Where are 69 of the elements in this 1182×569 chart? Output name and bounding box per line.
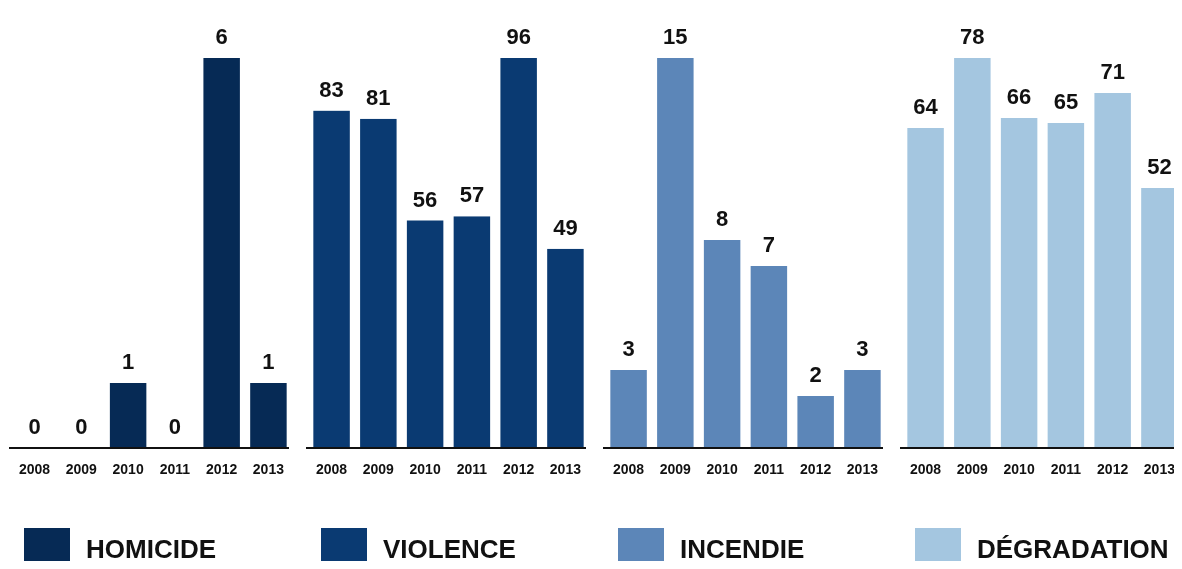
data-label: 2: [809, 362, 822, 387]
bar: [406, 220, 444, 448]
bar: [360, 118, 397, 448]
data-label: 65: [1053, 89, 1079, 114]
x-tick-label: 2012: [503, 461, 535, 477]
bar: [657, 58, 694, 448]
bar: [313, 110, 350, 448]
data-label: 8: [715, 206, 729, 231]
x-tick-label: 2008: [910, 461, 942, 477]
data-label: 49: [553, 214, 578, 240]
data-label: 3: [622, 336, 635, 361]
data-label: 52: [1147, 154, 1172, 179]
data-label: 15: [663, 24, 688, 49]
x-tick-label: 2010: [1003, 461, 1035, 477]
data-label: 71: [1100, 59, 1125, 84]
data-label: 64: [913, 94, 939, 119]
x-tick-label: 2012: [206, 461, 238, 477]
x-tick-label: 2011: [1050, 461, 1082, 477]
bar: [500, 58, 537, 448]
data-label: 3: [856, 336, 869, 361]
data-label: 83: [319, 76, 344, 102]
data-label: 56: [412, 186, 438, 212]
bar: [844, 370, 881, 448]
data-label: 57: [459, 182, 485, 208]
data-label: 1: [121, 349, 135, 374]
x-tick-label: 2012: [800, 461, 832, 477]
legend-label: INCENDIE: [680, 534, 805, 564]
x-tick-label: 2009: [65, 461, 98, 477]
x-tick-label: 2008: [19, 461, 51, 477]
x-tick-label: 2010: [409, 461, 441, 477]
x-tick-label: 2013: [846, 461, 879, 477]
x-tick-label: 2011: [753, 461, 785, 477]
data-label: 66: [1006, 84, 1032, 109]
bar: [547, 248, 584, 448]
data-label: 81: [366, 84, 391, 110]
x-tick-label: 2010: [112, 461, 144, 477]
bar: [703, 240, 741, 448]
x-tick-label: 2008: [316, 461, 348, 477]
x-tick-label: 2013: [1143, 461, 1176, 477]
x-tick-label: 2013: [549, 461, 582, 477]
x-tick-label: 2011: [456, 461, 488, 477]
legend-label: HOMICIDE: [86, 534, 216, 564]
x-tick-label: 2009: [362, 461, 395, 477]
data-label: 78: [960, 24, 985, 49]
legend-label: VIOLENCE: [383, 534, 516, 564]
data-label: 7: [762, 232, 776, 257]
bar: [1000, 118, 1038, 448]
bar: [750, 266, 788, 448]
x-tick-label: 2009: [956, 461, 989, 477]
bar: [907, 128, 944, 448]
bar: [610, 370, 647, 448]
x-tick-label: 2010: [706, 461, 738, 477]
x-tick-label: 2008: [613, 461, 645, 477]
x-tick-label: 2012: [1097, 461, 1129, 477]
data-label: 96: [506, 24, 531, 49]
data-label: 6: [215, 24, 228, 49]
x-tick-label: 2009: [659, 461, 692, 477]
legend-label: DÉGRADATION: [977, 534, 1169, 564]
data-label: 1: [262, 349, 275, 374]
data-label: 0: [168, 414, 182, 439]
bar: [1094, 93, 1131, 448]
bar: [1047, 123, 1085, 448]
bar: [797, 396, 834, 448]
x-tick-label: 2013: [252, 461, 285, 477]
bar: [453, 216, 491, 448]
x-tick-label: 2011: [159, 461, 191, 477]
data-label: 0: [28, 414, 41, 439]
bar: [954, 58, 991, 448]
data-label: 0: [75, 414, 88, 439]
